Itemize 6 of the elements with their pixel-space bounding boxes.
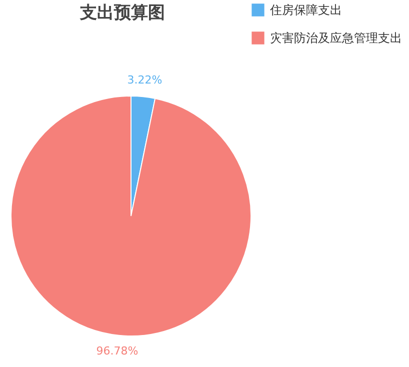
- data-label: 3.22%: [127, 74, 162, 87]
- legend-label: 灾害防治及应急管理支出: [270, 31, 402, 45]
- data-label: 96.78%: [96, 344, 138, 358]
- pie-slice: [10, 96, 252, 336]
- legend-label: 住房保障支出: [269, 3, 342, 17]
- chart-title: 支出预算图: [79, 3, 165, 23]
